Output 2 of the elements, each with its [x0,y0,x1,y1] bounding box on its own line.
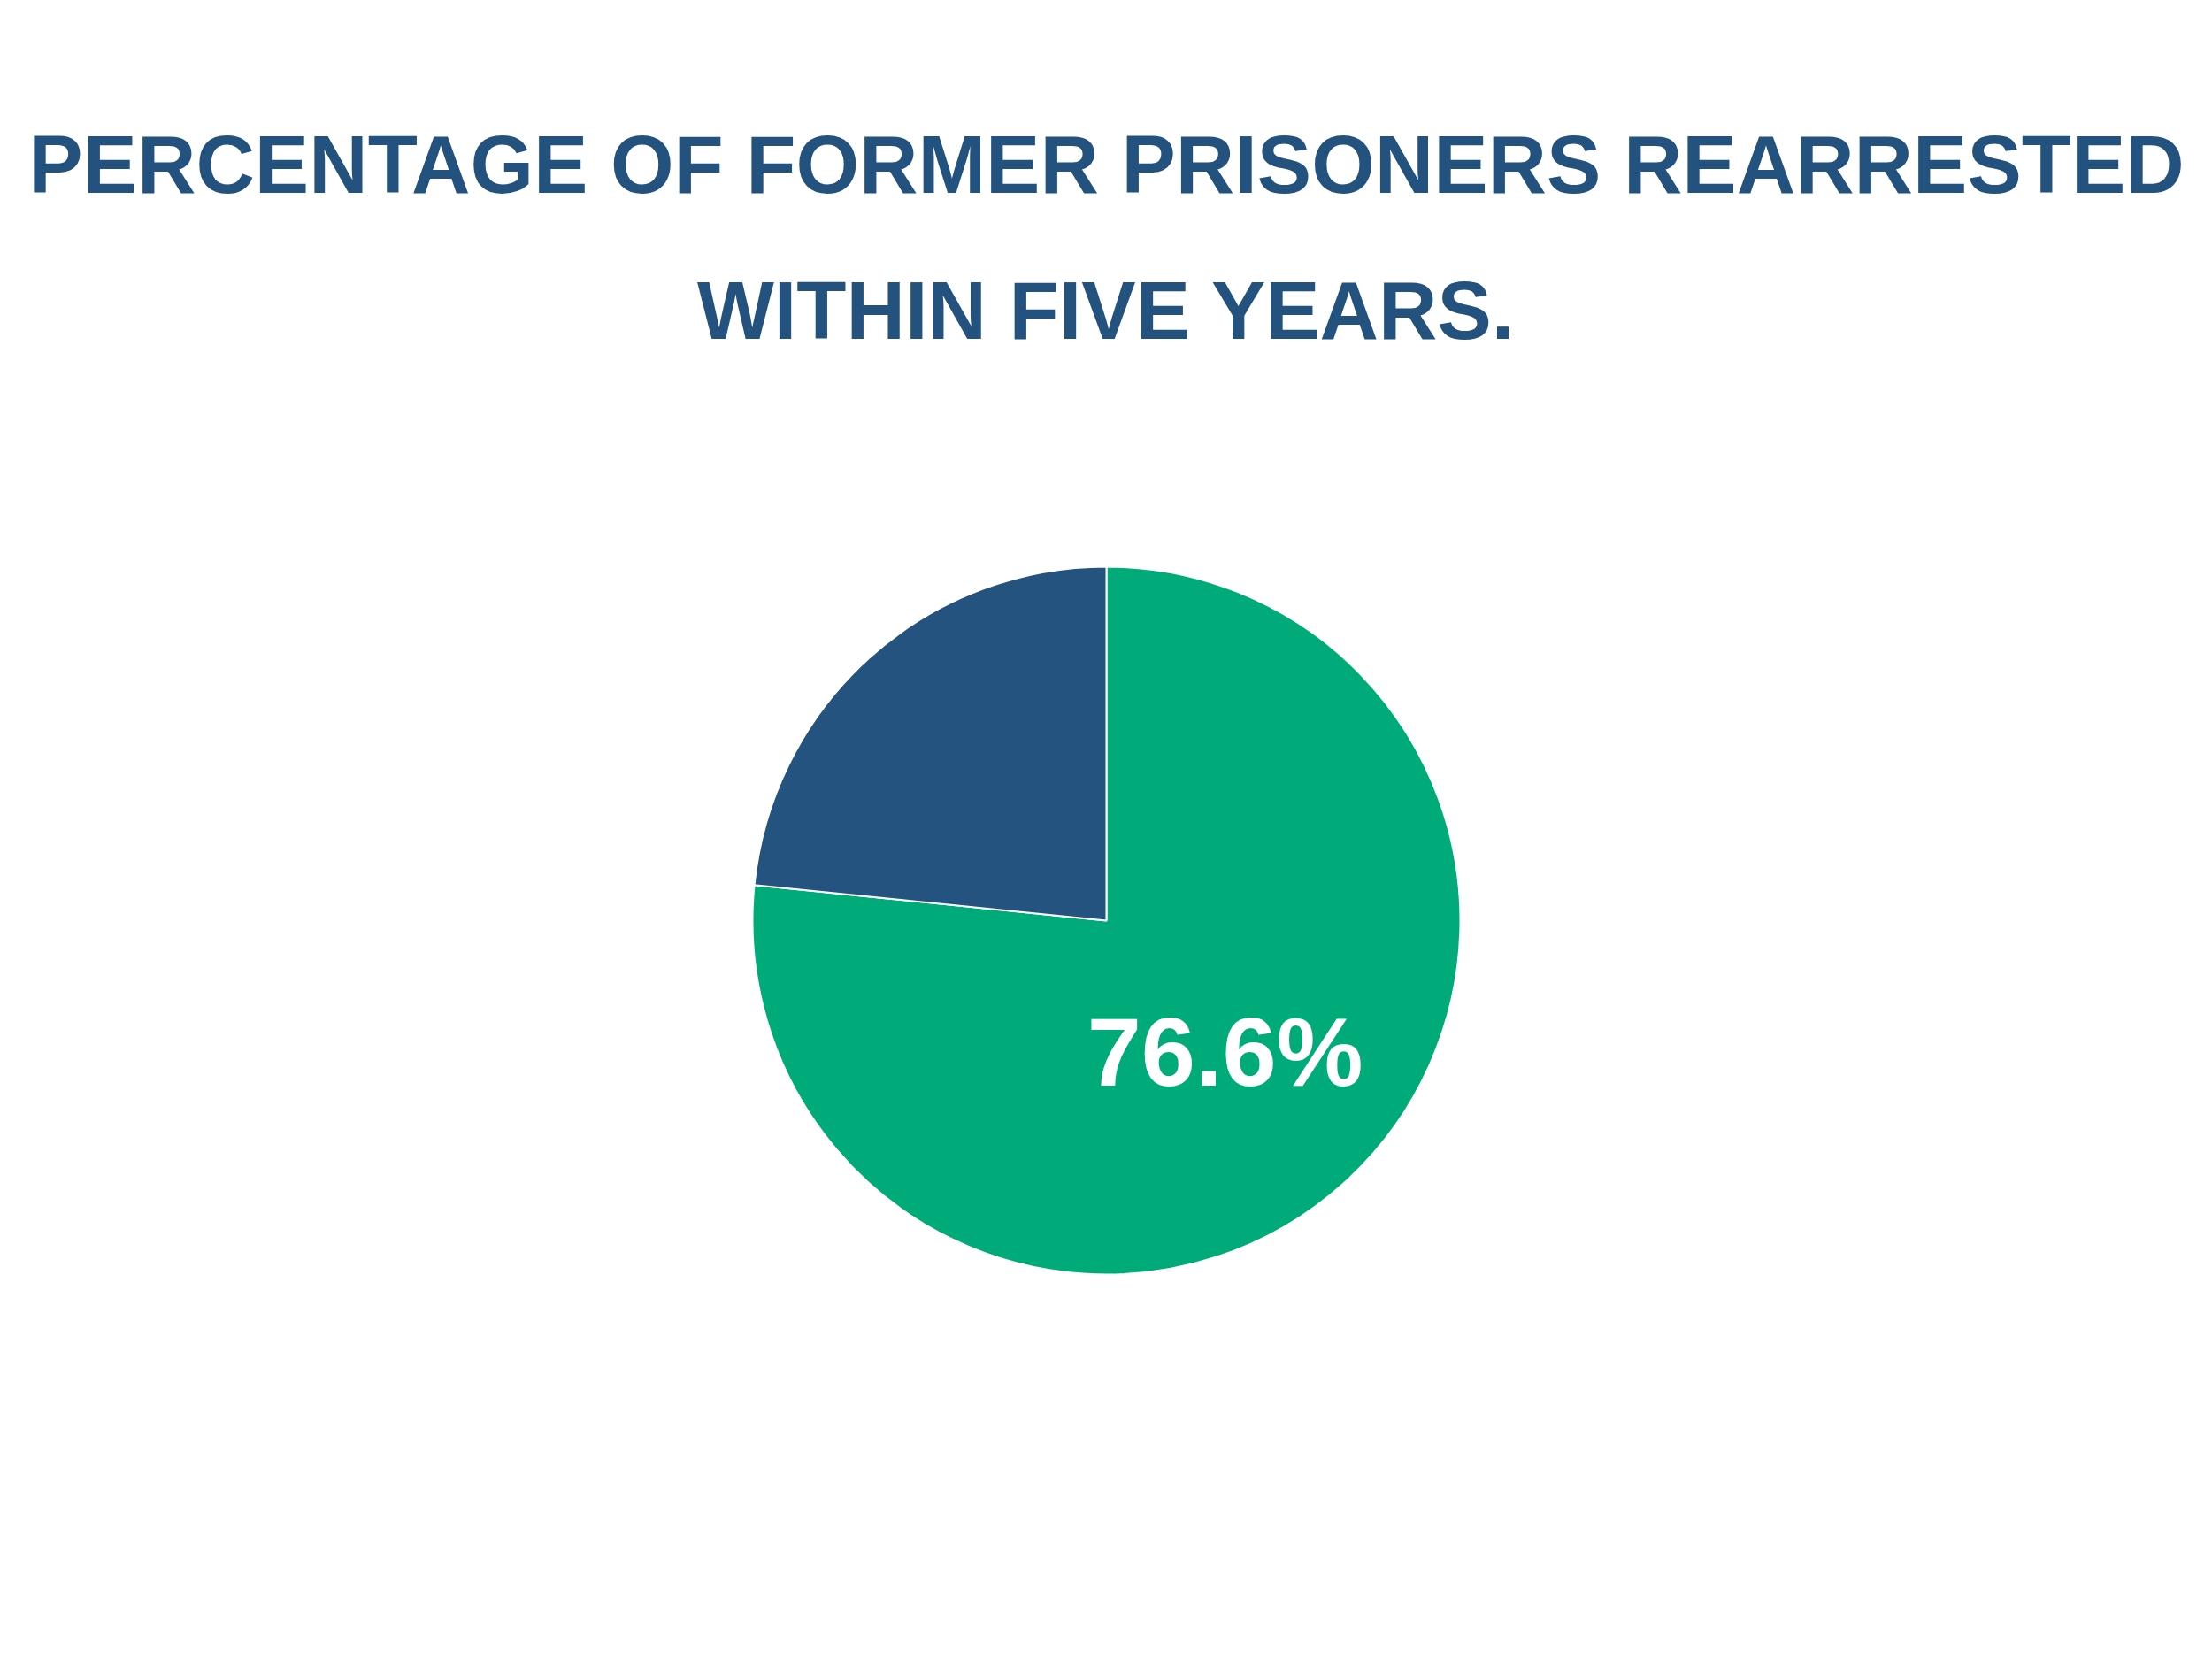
data-label: 76.6% [1087,997,1363,1107]
chart-title: PERCENTAGE OF FORMER PRISONERS REARRESTED WITHIN FIVE YEARS. [28,119,2185,356]
